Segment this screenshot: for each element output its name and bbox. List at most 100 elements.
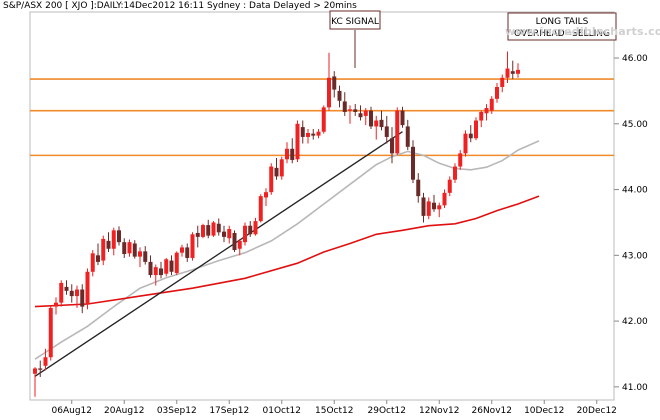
y-axis-tick-label-2: 43.00 <box>622 251 648 261</box>
y-axis-tick-label-3: 44.00 <box>622 186 648 196</box>
x-axis-tick-label-7: 12Nov12 <box>419 406 459 416</box>
candle-body-42 <box>253 221 258 235</box>
candle-body-48 <box>285 148 289 160</box>
kc-signal-label: KC SIGNAL <box>331 17 379 27</box>
candle-body-7 <box>69 290 74 297</box>
candle-body-54 <box>316 131 321 136</box>
candle-body-91 <box>510 71 515 74</box>
candle-body-23 <box>153 267 158 276</box>
candle-body-2 <box>43 357 48 366</box>
candle-body-61 <box>353 109 358 112</box>
candle-body-40 <box>243 225 247 243</box>
candle-body-3 <box>48 307 53 358</box>
candle-body-18 <box>127 242 132 254</box>
candle-body-85 <box>479 111 484 121</box>
candle-body-10 <box>85 271 90 305</box>
x-axis-tick-label-6: 29Oct12 <box>368 406 406 416</box>
candle-body-92 <box>516 69 520 74</box>
x-axis-tick-label-2: 03Sep12 <box>157 406 197 416</box>
candle-body-15 <box>111 230 116 249</box>
candle-body-17 <box>122 242 127 255</box>
support-trendline <box>34 131 403 377</box>
candle-body-89 <box>500 77 505 87</box>
candle-body-26 <box>169 260 174 272</box>
candle-body-19 <box>132 243 137 257</box>
candle-body-75 <box>426 201 431 216</box>
candle-body-55 <box>321 107 326 132</box>
candle-body-28 <box>180 247 184 253</box>
candle-body-87 <box>489 98 494 111</box>
candle-body-36 <box>222 231 226 237</box>
x-axis-tick-label-8: 26Nov12 <box>472 406 512 416</box>
candle-body-29 <box>185 247 190 258</box>
candle-body-21 <box>143 251 148 262</box>
candle-body-31 <box>195 232 200 237</box>
candle-body-53 <box>311 133 316 136</box>
candle-body-0 <box>33 368 37 374</box>
candle-body-37 <box>227 229 232 239</box>
candle-body-16 <box>117 230 121 243</box>
candle-body-63 <box>363 110 368 116</box>
candle-body-68 <box>390 138 394 154</box>
long-tails-box <box>507 12 617 41</box>
candle-body-82 <box>463 133 468 154</box>
y-axis-tick-label-5: 46.00 <box>622 54 648 64</box>
candle-body-27 <box>174 252 179 274</box>
candle-body-73 <box>416 179 421 197</box>
candle-body-41 <box>248 225 253 235</box>
candle-body-35 <box>216 223 221 233</box>
candle-body-72 <box>411 146 415 180</box>
candle-body-69 <box>395 110 400 154</box>
long-tails-label-line2: OVERHEAD=SELLING <box>514 29 610 39</box>
candle-body-86 <box>484 108 489 114</box>
long-moving-average-line <box>34 195 540 308</box>
candle-body-44 <box>264 192 268 198</box>
candle-body-22 <box>148 261 153 276</box>
candle-body-90 <box>505 68 510 78</box>
candle-body-57 <box>332 76 337 90</box>
site-watermark: www.incrediblecharts.com <box>505 25 660 38</box>
y-axis-tick-label-1: 42.00 <box>622 317 648 327</box>
x-axis-tick-label-3: 17Sep12 <box>209 406 249 416</box>
x-axis-tick-label-0: 06Aug12 <box>52 406 92 416</box>
chart-header-title: S&P/ASX 200 [ XJO ]:DAILY:14Dec2012 16:1… <box>3 1 357 11</box>
candle-body-9 <box>80 289 85 307</box>
candle-body-62 <box>358 113 363 118</box>
candle-body-47 <box>279 159 284 177</box>
candle-body-20 <box>138 251 142 257</box>
x-axis-tick-label-10: 20Dec12 <box>577 406 617 416</box>
candle-body-39 <box>237 240 242 249</box>
candle-body-5 <box>59 282 64 303</box>
y-axis-tick-label-4: 45.00 <box>622 120 648 130</box>
candle-body-77 <box>437 205 442 210</box>
candle-body-56 <box>327 77 331 108</box>
candle-body-6 <box>64 286 69 291</box>
candle-body-67 <box>384 126 389 137</box>
y-axis-tick-label-0: 41.00 <box>622 383 648 393</box>
candle-body-25 <box>164 259 169 274</box>
candle-body-70 <box>400 110 405 126</box>
candle-body-11 <box>90 253 95 272</box>
candle-body-88 <box>495 86 499 99</box>
candle-body-66 <box>379 119 384 128</box>
candle-body-4 <box>54 302 58 307</box>
x-axis-tick-label-9: 10Dec12 <box>524 406 564 416</box>
candle-body-65 <box>374 120 379 127</box>
candle-body-76 <box>432 202 436 210</box>
candle-body-12 <box>96 255 100 262</box>
candle-body-51 <box>300 127 305 137</box>
candle-body-46 <box>274 167 279 177</box>
candle-body-34 <box>211 222 216 236</box>
candle-body-81 <box>458 153 463 167</box>
kc-signal-box <box>329 10 381 30</box>
candle-body-32 <box>201 225 205 237</box>
candle-body-78 <box>442 192 447 206</box>
x-axis-tick-label-1: 20Aug12 <box>104 406 144 416</box>
candle-body-52 <box>306 133 310 137</box>
long-tails-label-line1: LONG TAILS <box>536 17 589 27</box>
candle-body-74 <box>421 197 426 216</box>
candle-body-14 <box>106 240 111 249</box>
candle-body-13 <box>101 238 106 261</box>
candle-body-83 <box>468 133 473 139</box>
candle-body-71 <box>405 126 410 147</box>
